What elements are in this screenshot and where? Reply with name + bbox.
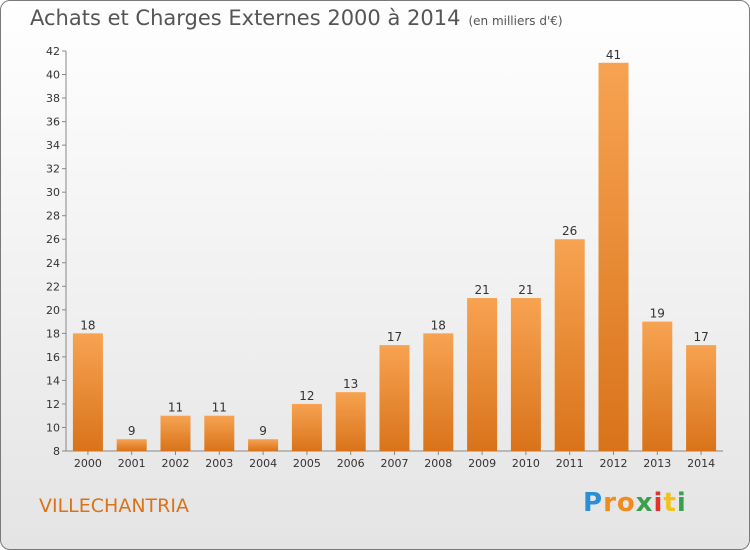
x-tick-label: 2005	[293, 457, 321, 470]
x-tick-label: 2000	[74, 457, 102, 470]
bar-value-label: 21	[474, 283, 489, 297]
chart-title-text: Achats et Charges Externes 2000 à 2014	[30, 6, 461, 30]
logo-letter: o	[616, 488, 636, 518]
y-tick-label: 32	[46, 163, 60, 176]
y-tick-label: 28	[46, 210, 60, 223]
x-tick-label: 2008	[424, 457, 452, 470]
bar-value-label: 9	[259, 424, 267, 438]
bar-value-label: 41	[606, 48, 621, 62]
logo-letter: t	[663, 488, 677, 518]
x-tick-label: 2011	[556, 457, 584, 470]
proxiti-logo: Proxiti	[583, 488, 687, 518]
bar-value-label: 26	[562, 224, 577, 238]
bar	[248, 439, 279, 451]
bar-value-label: 21	[518, 283, 533, 297]
x-tick-label: 2001	[118, 457, 146, 470]
logo-letter: r	[603, 488, 617, 518]
bar	[510, 298, 541, 451]
bar	[642, 321, 673, 451]
bar-value-label: 19	[650, 307, 665, 321]
y-tick-label: 30	[46, 186, 60, 199]
bar-value-label: 12	[299, 389, 314, 403]
logo-letter: P	[583, 488, 604, 518]
bar	[204, 415, 235, 451]
bar-value-label: 18	[80, 318, 95, 332]
x-tick-label: 2007	[381, 457, 409, 470]
y-tick-label: 22	[46, 280, 60, 293]
y-tick-label: 8	[53, 445, 60, 458]
x-tick-label: 2010	[512, 457, 540, 470]
y-tick-label: 36	[46, 116, 60, 129]
bar-value-label: 17	[387, 330, 402, 344]
x-tick-label: 2006	[337, 457, 365, 470]
bar-value-label: 11	[212, 401, 227, 415]
y-tick-label: 26	[46, 233, 60, 246]
bar	[160, 415, 191, 451]
logo-letter: i	[676, 488, 687, 518]
x-tick-label: 2014	[687, 457, 715, 470]
y-tick-label: 34	[46, 139, 60, 152]
y-tick-label: 38	[46, 92, 60, 105]
chart-subtitle: (en milliers d'€)	[468, 14, 563, 28]
y-tick-label: 42	[46, 45, 60, 58]
bar-value-label: 18	[431, 318, 446, 332]
bar	[335, 392, 366, 451]
place-name: VILLECHANTRIA	[39, 495, 189, 517]
x-tick-label: 2002	[162, 457, 190, 470]
x-tick-label: 2013	[643, 457, 671, 470]
bar-value-label: 13	[343, 377, 358, 391]
bar	[467, 298, 498, 451]
bar	[598, 62, 629, 451]
logo-letter: x	[635, 488, 654, 518]
bar	[291, 403, 322, 451]
y-tick-label: 40	[46, 69, 60, 82]
bar-value-label: 17	[693, 330, 708, 344]
y-tick-label: 14	[46, 374, 60, 387]
bar-value-label: 9	[128, 424, 136, 438]
x-tick-label: 2003	[205, 457, 233, 470]
y-tick-label: 20	[46, 304, 60, 317]
y-tick-label: 12	[46, 398, 60, 411]
x-tick-label: 2004	[249, 457, 277, 470]
y-tick-label: 16	[46, 351, 60, 364]
bar	[379, 345, 410, 451]
y-tick-label: 24	[46, 257, 60, 270]
bar	[686, 345, 717, 451]
x-tick-label: 2009	[468, 457, 496, 470]
bar-value-label: 11	[168, 401, 183, 415]
chart-title: Achats et Charges Externes 2000 à 2014 (e…	[30, 6, 563, 30]
logo-letter: i	[653, 488, 664, 518]
y-tick-label: 18	[46, 327, 60, 340]
bar	[423, 333, 454, 451]
bar	[554, 239, 585, 451]
y-tick-label: 10	[46, 421, 60, 434]
bar	[72, 333, 103, 451]
x-tick-label: 2012	[600, 457, 628, 470]
bar	[116, 439, 147, 451]
